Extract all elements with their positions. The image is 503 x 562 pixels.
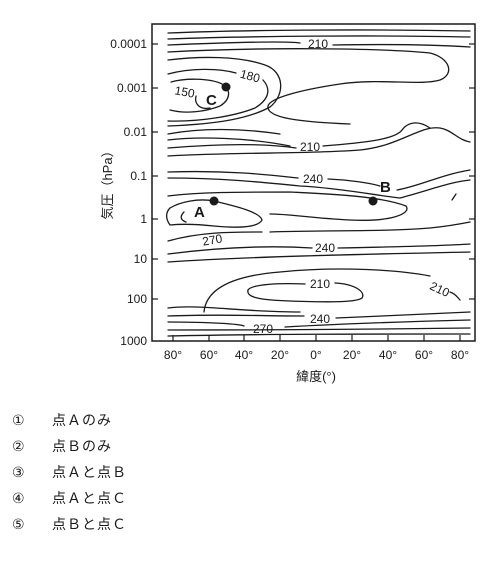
contour-label: 210 [428,279,452,300]
answer-choices: ① 点Ａのみ ② 点Ｂのみ ③ 点Ａと点Ｂ ④ 点Ａと点Ｃ ⑤ 点Ｂと点Ｃ [12,407,127,537]
contour-line [167,251,471,263]
contour-line [169,78,230,113]
contour-line [247,283,306,291]
contour-line [167,191,408,221]
choice-text: 点Ａと点Ｃ [52,490,127,506]
contour-line [449,291,461,301]
contour-line [167,137,291,147]
choice-text: 点Ａと点Ｂ [52,464,127,480]
contour-line [167,56,282,127]
x-tick-label: 40° [235,348,253,362]
contour-line [335,311,471,319]
contour-label: 240 [303,172,323,186]
contour-label: 270 [201,231,223,248]
contour-line [167,29,471,34]
y-tick-label: 0.0001 [110,37,147,51]
contour-label: 210 [310,277,330,291]
contour-label: 240 [310,312,330,326]
choice-number: ⑤ [12,516,25,532]
contour-line [167,333,471,337]
choice-item[interactable]: ② 点Ｂのみ [12,433,127,459]
contour-line [203,268,431,313]
contour-line [167,41,301,46]
y-tick-label: 10 [134,252,148,266]
contour-line [167,127,471,157]
contour-line [396,169,471,191]
contour-line [337,243,471,249]
x-tick-label: 60° [200,348,218,362]
contour-label: 270 [253,322,273,336]
contour-line [167,143,297,149]
contour-line [332,43,471,48]
x-tick-label: 0° [310,348,322,362]
contour-line [167,79,269,122]
point-a-marker [209,196,219,206]
contour-line [284,319,471,328]
y-tick-label: 100 [127,292,147,306]
contour-line [167,231,263,242]
choice-item[interactable]: ① 点Ａのみ [12,407,127,433]
x-tick-label: 20° [343,348,361,362]
choice-number: ① [12,412,25,428]
point-c-label: C [206,92,217,109]
point-b-marker [368,196,378,206]
choice-number: ④ [12,490,25,506]
contour-line [322,122,431,147]
contour-line [180,211,187,223]
contour-line [167,48,450,125]
contour-lines [165,29,471,337]
x-tick-label: 20° [271,348,289,362]
contour-label: 240 [315,241,335,255]
contour-line [269,221,471,233]
contour-line [167,306,301,313]
y-tick-label: 0.1 [130,169,147,183]
contour-line [167,128,281,135]
x-tick-label: 80° [451,348,469,362]
x-axis-title: 緯度(°) [296,369,336,384]
contour-label: 210 [308,37,328,51]
contour-line [167,321,245,327]
contour-label: 150 [174,83,196,100]
choice-item[interactable]: ④ 点Ａと点Ｃ [12,485,127,511]
y-tick-label: 0.01 [124,125,148,139]
contour-line [247,282,364,303]
contour-line [167,327,471,331]
x-tick-labels: 80° 60° 40° 20° 0° 20° 40° 60° 80° [164,348,469,362]
y-axis-title: 気圧（hPa） [100,144,115,219]
contour-line [167,314,305,317]
contour-line [451,193,457,201]
contour-line [167,68,237,75]
choice-text: 点Ａのみ [52,412,112,428]
contour-label: 210 [300,140,320,154]
y-tick-label: 1000 [120,334,147,348]
points: A B C [194,82,391,221]
point-a-label: A [194,204,205,221]
temperature-contour-figure: 0.0001 0.001 0.01 0.1 1 10 100 1000 80° … [100,23,476,384]
x-ticks [172,335,461,341]
y-tick-labels: 0.0001 0.001 0.01 0.1 1 10 100 1000 [110,37,147,348]
contour-line [327,178,381,187]
x-tick-label: 60° [415,348,433,362]
choice-text: 点Ｂのみ [52,438,112,454]
y-tick-label: 1 [140,212,147,226]
y-tick-label: 0.001 [117,81,147,95]
choice-item[interactable]: ③ 点Ａと点Ｂ [12,459,127,485]
contour-label: 180 [239,67,262,86]
y-ticks [152,43,475,300]
point-b-label: B [380,179,391,196]
choice-item[interactable]: ⑤ 点Ｂと点Ｃ [12,511,127,537]
choice-text: 点Ｂと点Ｃ [52,516,127,532]
contour-line [167,35,471,40]
choice-number: ③ [12,464,25,480]
x-tick-label: 80° [164,348,182,362]
contour-line [167,177,471,199]
x-tick-label: 40° [379,348,397,362]
plot-frame [151,23,476,342]
choice-number: ② [12,438,25,454]
contour-line [167,170,299,179]
point-c-marker [221,82,231,92]
contour-line [167,246,313,255]
contour-line [194,95,211,110]
